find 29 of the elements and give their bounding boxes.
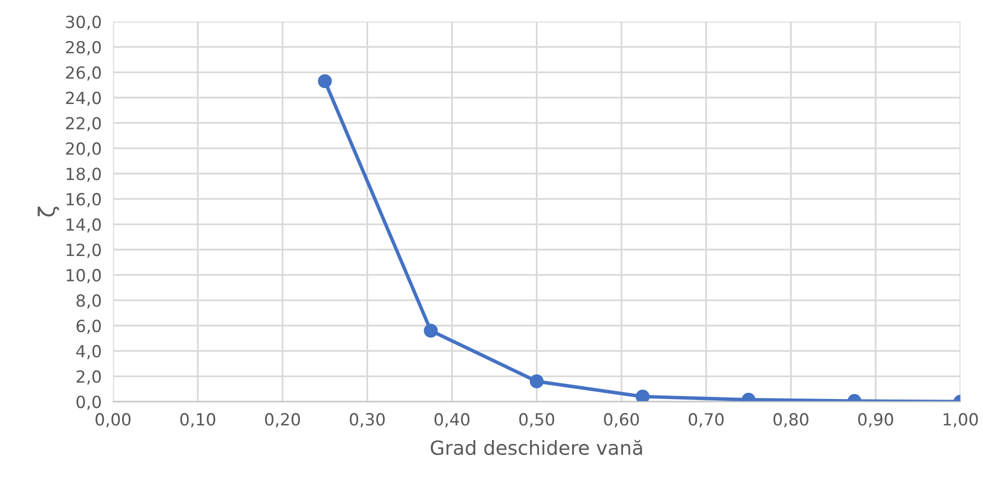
x-tick-label: 0,90 <box>858 413 894 428</box>
x-tick-label: 0,80 <box>773 413 808 428</box>
y-tick-label: 22,0 <box>66 116 101 132</box>
y-tick-label: 2,0 <box>76 370 101 385</box>
y-tick-label: 30,0 <box>66 16 101 30</box>
y-tick-label: 28,0 <box>66 40 101 56</box>
y-tick-label: 26,0 <box>66 66 101 81</box>
x-tick-label: 1,00 <box>944 413 978 428</box>
x-tick-label: 0,00 <box>96 413 130 428</box>
y-tick-label: 12,0 <box>66 244 101 258</box>
y-tick-label: 6,0 <box>76 320 101 334</box>
y-axis-title: ζ <box>38 206 60 217</box>
x-tick-label: 0,70 <box>688 413 724 428</box>
y-tick-label: 20,0 <box>66 142 101 157</box>
y-tick-label: 14,0 <box>66 218 101 233</box>
x-tick-label: 0,30 <box>350 413 385 428</box>
y-tick-label: 0,0 <box>76 396 101 410</box>
x-tick-label: 0,60 <box>604 413 639 428</box>
y-tick-label: 10,0 <box>66 268 101 284</box>
y-tick-label: 16,0 <box>66 192 101 208</box>
y-tick-label: 24,0 <box>66 92 101 106</box>
x-tick-label: 0,10 <box>180 413 216 428</box>
x-tick-label: 0,50 <box>519 413 554 428</box>
x-tick-label: 0,40 <box>434 413 470 428</box>
x-tick-label: 0,20 <box>265 413 300 428</box>
y-tick-label: 18,0 <box>66 168 101 182</box>
y-tick-label: 8,0 <box>76 294 101 309</box>
y-tick-label: 4,0 <box>76 344 101 360</box>
x-axis-title: Grad deschidere vană <box>430 440 642 456</box>
